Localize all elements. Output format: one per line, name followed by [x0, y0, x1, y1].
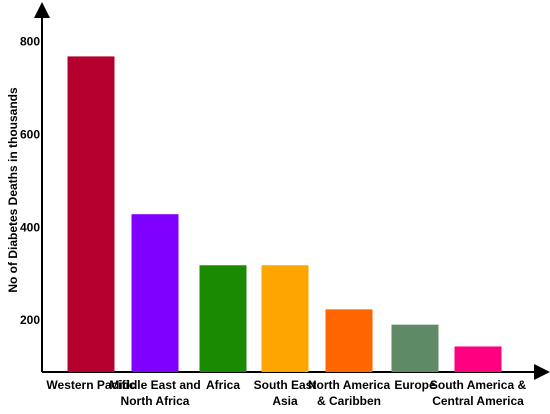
- bar: [454, 346, 502, 372]
- bar: [261, 265, 309, 372]
- bar: [325, 309, 373, 372]
- x-tick-label: South America & Central America: [429, 378, 527, 408]
- bar: [391, 324, 439, 372]
- y-tick-label: 400: [20, 220, 40, 234]
- y-tick-label: 200: [20, 313, 40, 327]
- y-axis-label: No of Diabetes Deaths in thousands: [6, 87, 20, 293]
- x-tick-label: Western Pacific: [46, 378, 136, 392]
- y-tick-label: 600: [20, 127, 40, 141]
- x-tick-label: North America & Caribben: [307, 378, 391, 408]
- x-tick-label: Africa: [205, 378, 240, 392]
- x-tick-label: South East Asia: [253, 378, 317, 408]
- x-tick-label: Europe: [394, 378, 436, 392]
- bar: [67, 56, 115, 373]
- y-tick-label: 800: [20, 35, 40, 49]
- bar: [131, 214, 179, 372]
- x-tick-label: Middle East and North Africa: [109, 378, 201, 408]
- bar: [199, 265, 247, 372]
